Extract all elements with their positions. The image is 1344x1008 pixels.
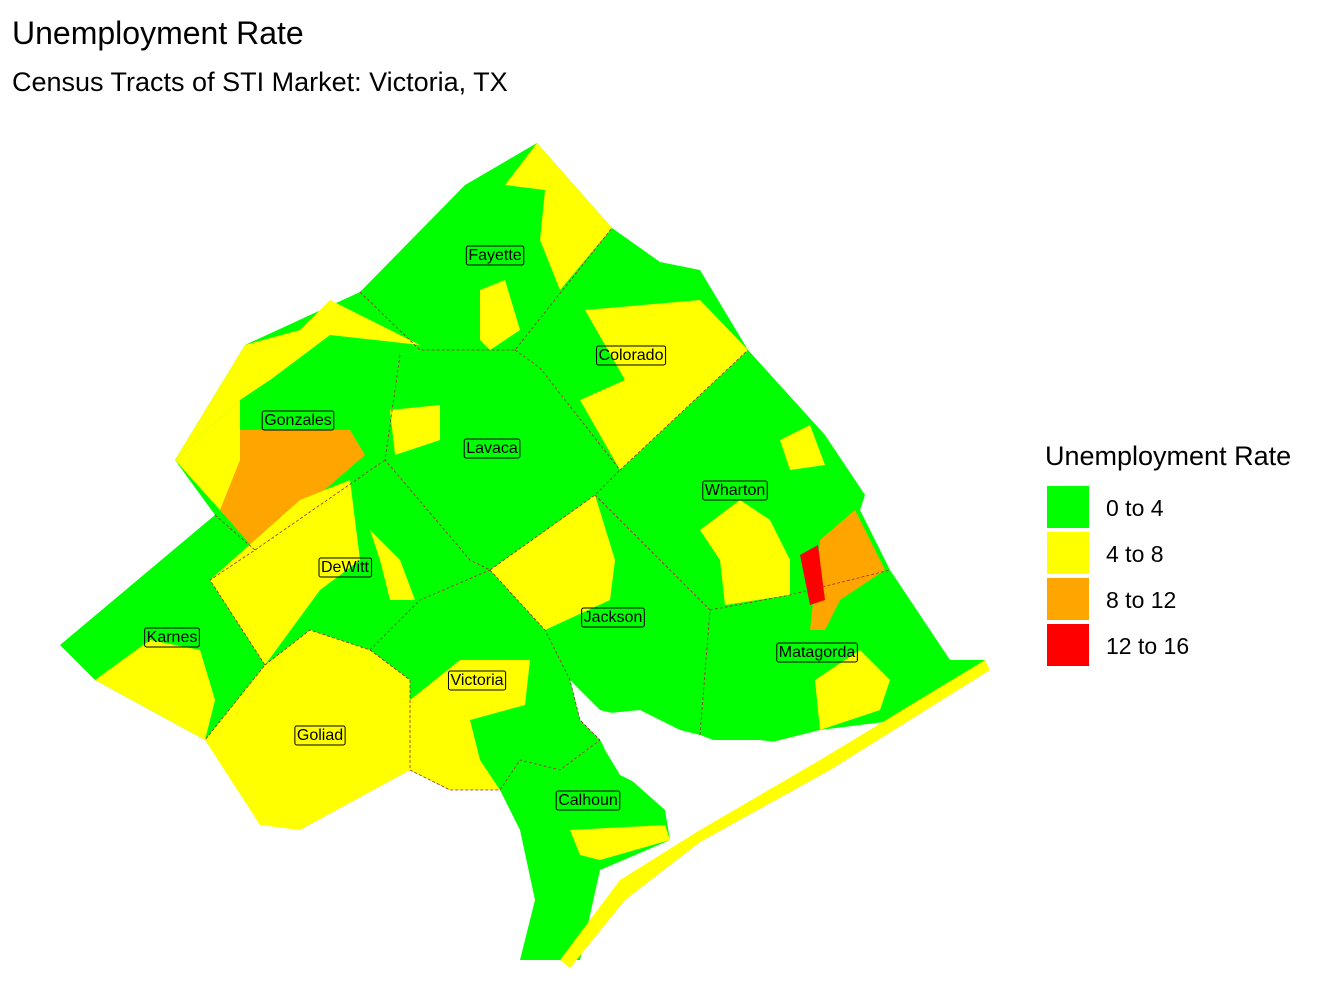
county-label: Lavaca xyxy=(466,440,518,457)
tract xyxy=(505,143,612,290)
legend-key xyxy=(1047,486,1089,528)
county-label-box xyxy=(596,345,667,366)
county-label-box xyxy=(581,607,645,628)
tract xyxy=(410,660,530,790)
county-label-box xyxy=(261,410,335,431)
title: Unemployment Rate xyxy=(12,15,304,51)
county-label: Karnes xyxy=(147,629,198,646)
tract xyxy=(175,300,420,460)
legend-label: 4 to 8 xyxy=(1106,541,1164,567)
tract xyxy=(810,510,885,630)
county-goliad xyxy=(205,630,410,830)
county-label: Calhoun xyxy=(558,792,618,809)
legend-key xyxy=(1047,578,1089,620)
legend-label: 12 to 16 xyxy=(1106,633,1189,659)
tract xyxy=(815,650,890,730)
tract xyxy=(570,825,670,860)
tract xyxy=(800,545,825,605)
county-label-box xyxy=(776,642,858,663)
legend-key xyxy=(1047,624,1089,666)
county-label: Victoria xyxy=(450,672,503,689)
county-label-box xyxy=(702,480,768,501)
county-wharton xyxy=(595,350,890,610)
county-labels: Fayette Colorado Gonzales Lavaca Wharton DeWi… xyxy=(144,245,858,811)
tract xyxy=(390,405,440,455)
county-label-box xyxy=(463,438,521,459)
county-label-box xyxy=(555,790,621,811)
tract xyxy=(220,430,365,550)
county-label: Jackson xyxy=(584,609,643,626)
tract xyxy=(780,425,825,470)
tract xyxy=(480,280,520,350)
county-label-box xyxy=(144,627,200,648)
tract xyxy=(580,300,748,470)
county-borders xyxy=(204,227,891,791)
tract xyxy=(95,640,215,740)
legend-title: Unemployment Rate xyxy=(1045,441,1291,471)
legend-label: 0 to 4 xyxy=(1106,495,1164,521)
legend: 0 to 4 4 to 8 8 to 12 12 to 16 xyxy=(1047,486,1189,666)
county-label: Gonzales xyxy=(264,412,332,429)
county-label: DeWitt xyxy=(321,559,370,576)
county-label: Colorado xyxy=(599,347,664,364)
tract xyxy=(210,480,360,665)
tract xyxy=(175,400,240,510)
county-label-box xyxy=(447,670,507,691)
tract xyxy=(700,500,790,605)
county-label: Wharton xyxy=(705,482,765,499)
county-label-box xyxy=(294,725,346,746)
tract xyxy=(490,495,615,630)
bay xyxy=(590,710,820,790)
county-label-box xyxy=(465,245,525,266)
county-label: Goliad xyxy=(297,727,343,744)
subtitle: Census Tracts of STI Market: Victoria, T… xyxy=(12,67,508,97)
tract xyxy=(370,530,415,600)
county-label: Matagorda xyxy=(779,644,856,661)
barrier-island xyxy=(560,660,990,968)
county-label: Fayette xyxy=(468,247,521,264)
legend-key xyxy=(1047,532,1089,574)
county-lavaca xyxy=(385,350,620,570)
legend-label: 8 to 12 xyxy=(1106,587,1176,613)
county-label-box xyxy=(318,557,373,578)
